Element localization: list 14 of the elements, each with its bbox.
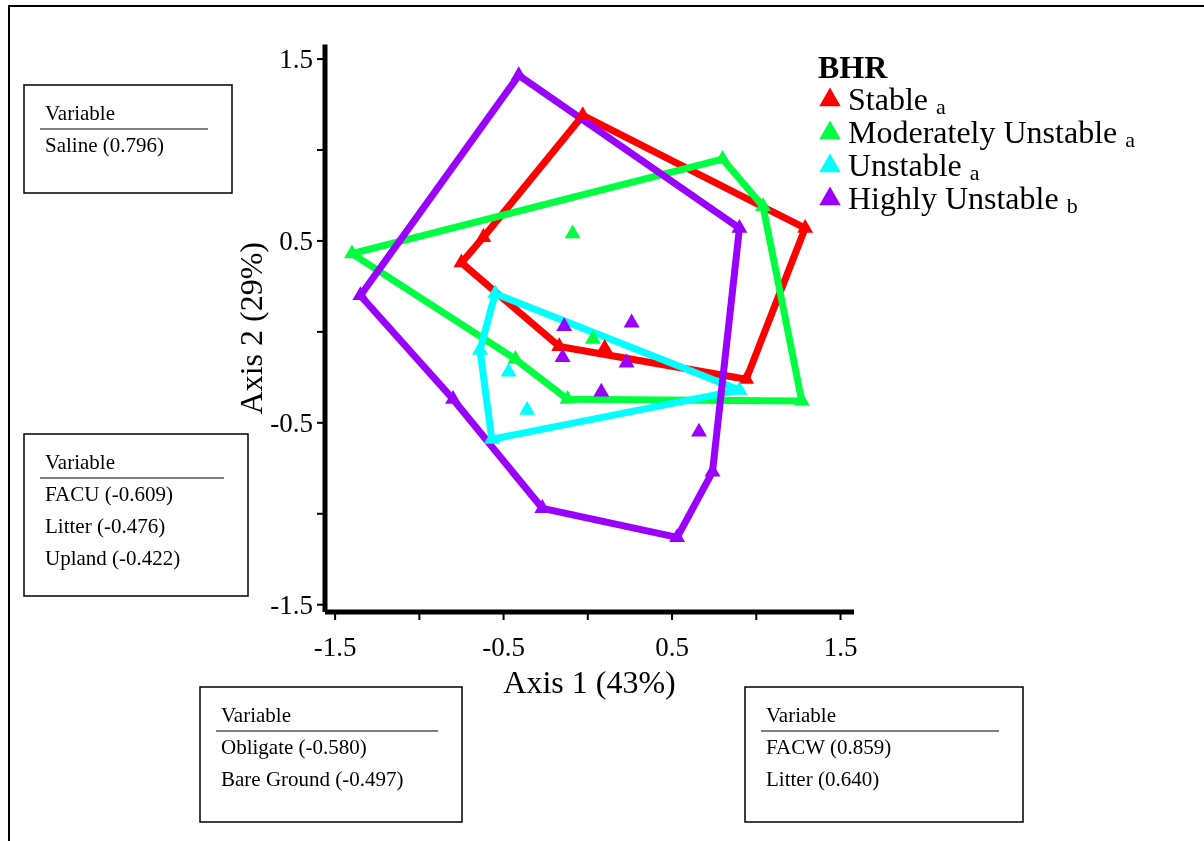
text: Variable FACW (0.859) Litter (0.640)	[766, 703, 892, 791]
x-tick-label: -0.5	[482, 632, 525, 662]
x-tick-label: 0.5	[655, 632, 689, 662]
y-tick-label: -1.5	[270, 589, 313, 620]
x-tick-label: -1.5	[313, 632, 357, 662]
y-tick-label: 0.5	[279, 225, 313, 256]
x-tick-label: 1.5	[823, 632, 858, 662]
y-tick-label: 1.5	[279, 44, 313, 75]
text: Variable Obligate (-0.580) Bare Ground (-0.497)	[221, 703, 404, 791]
y-tick-label: -0.5	[270, 407, 313, 438]
y-axis-title: Axis 2 (29%)	[233, 242, 269, 415]
text: Variable Saline (0.796)	[45, 101, 164, 157]
text: Variable FACU (-0.609) Litter (-0.476) Upland (-0.422)	[45, 450, 181, 570]
x-axis-title: Axis 1 (43%)	[503, 664, 676, 700]
